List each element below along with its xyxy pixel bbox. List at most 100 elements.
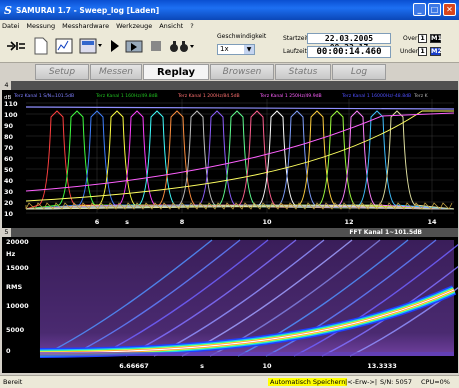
level-curve — [25, 110, 455, 210]
binoculars-icon — [170, 41, 194, 52]
menu-messhardware[interactable]: Messhardware — [62, 21, 110, 30]
replay-settings-button[interactable] — [124, 34, 144, 58]
legend-entry: Terz Kanal 1 250Hz/49.9dB — [259, 93, 322, 99]
x-tick-label: 13.3333 — [367, 362, 397, 370]
legend-entry: Terz Kanal 1 S/N=101.5dB — [13, 93, 74, 99]
level-curve — [25, 106, 455, 110]
chart-view-button[interactable] — [54, 34, 74, 58]
y-tick-label: 80 — [4, 133, 14, 141]
close-button[interactable]: ✕ — [443, 3, 456, 16]
spectrogram: 20000 Hz 15000 RMS 10000 5000 0 6.66667 s 10 13.33… — [2, 237, 458, 373]
level-curve — [25, 110, 455, 210]
low-frequency-band — [40, 352, 454, 356]
x-tick-label: 14 — [427, 218, 437, 226]
level-curve — [25, 110, 455, 210]
level-curve — [25, 110, 455, 210]
y-axis-label: 10000 — [6, 302, 29, 310]
x-tick-label: 12 — [344, 218, 353, 226]
status-bar: Bereit Automatisch Speichern |<-Erw->| S… — [0, 375, 459, 388]
over-count: 1 — [418, 34, 427, 43]
level-chart: Terz Kanal 1 S/N=101.5dB Terz Kanal 1 160… — [2, 90, 458, 228]
legend-entry: Terz Kanal 1 200Hz/84.5dB — [177, 93, 240, 99]
layout-icon — [79, 38, 102, 54]
plug-icon — [7, 41, 25, 51]
x-tick-label: 8 — [180, 218, 185, 226]
marker-m2-button[interactable]: M2 — [430, 47, 442, 56]
over-label: Over — [403, 35, 418, 42]
x-tick-label: s — [200, 362, 204, 370]
window-title: SAMURAI 1.7 - Sweep_log [Laden] — [15, 5, 160, 15]
tab-messen[interactable]: Messen — [90, 64, 142, 80]
y-axis-label: Hz — [6, 250, 15, 258]
start-time-label: Startzeit — [283, 35, 309, 42]
harmonic-line — [97, 239, 269, 357]
cpu-indicator: CPU=0% — [421, 378, 450, 386]
tab-log[interactable]: Log — [332, 64, 386, 80]
x-tick-label: 10 — [262, 218, 272, 226]
tab-status[interactable]: Status — [275, 64, 331, 80]
panel1-number: 4 — [2, 81, 11, 90]
harmonic-line — [41, 239, 213, 357]
level-curve — [25, 110, 455, 210]
tab-browsen[interactable]: Browsen — [210, 64, 274, 80]
y-tick-label: 60 — [4, 155, 14, 163]
fundamental-sweep — [39, 289, 455, 354]
marker-m1-button[interactable]: M1 — [430, 34, 442, 43]
y-tick-label: 50 — [4, 166, 14, 174]
level-curve — [25, 110, 455, 210]
y-tick-label: 10 — [4, 210, 14, 218]
tab-bar: Setup Messen Replay Browsen Status Log — [0, 63, 459, 81]
y-tick-label: 90 — [4, 122, 14, 130]
search-button[interactable] — [168, 34, 196, 58]
fft-panel[interactable]: 5 FFT Kanal 1~101.5dB 20000 Hz 15000 RMS 100… — [2, 228, 458, 373]
replay-icon — [125, 40, 143, 53]
level-curve — [25, 110, 455, 210]
level-curve — [25, 110, 455, 210]
minimize-button[interactable]: _ — [413, 3, 426, 16]
menu-werkzeuge[interactable]: Werkzeuge — [116, 21, 153, 30]
speed-label: Geschwindigkeit — [217, 33, 267, 40]
panel2-title: FFT Kanal 1~101.5dB — [349, 229, 422, 236]
y-axis-label: 20000 — [6, 238, 29, 246]
x-tick-label: 10 — [262, 362, 272, 370]
speed-select[interactable]: 1x ▼ — [217, 44, 255, 55]
level-curve — [25, 110, 454, 202]
level-curve — [25, 112, 455, 192]
play-button[interactable] — [108, 34, 122, 58]
stop-button[interactable] — [148, 34, 164, 58]
run-time-value: 00:00:14.460 — [307, 46, 391, 58]
app-logo-icon: S — [4, 3, 12, 17]
menu-datei[interactable]: Datei — [2, 21, 20, 30]
layout-button[interactable] — [78, 34, 104, 58]
level-curve — [25, 110, 455, 210]
maximize-button[interactable]: □ — [428, 3, 441, 16]
x-tick-label: 6.66667 — [119, 362, 149, 370]
tab-replay[interactable]: Replay — [143, 64, 209, 80]
menu-ansicht[interactable]: Ansicht — [159, 21, 184, 30]
run-time-label: Laufzeit — [283, 48, 307, 55]
y-tick-label: 70 — [4, 144, 14, 152]
start-time-value: 22.03.2005 08:33:17 — [307, 33, 391, 52]
under-count: 1 — [418, 47, 427, 56]
menu-bar: Datei Messung Messhardware Werkzeuge Ans… — [0, 20, 459, 31]
menu-help[interactable]: ? — [190, 21, 194, 30]
legend-entry: Terz Kanal 1 16000Hz/-48.8dB — [341, 93, 411, 99]
autosave-indicator[interactable]: Automatisch Speichern — [268, 378, 348, 386]
y-tick-label: 40 — [4, 177, 14, 185]
legend-entry: Terz Kanal 1 160Hz/49.8dB — [95, 93, 158, 99]
play-icon — [111, 40, 119, 52]
y-axis-label: 15000 — [6, 264, 29, 272]
noise-floor — [25, 202, 453, 210]
y-axis-label: 5000 — [6, 326, 25, 334]
panel1-header: 4 — [2, 81, 458, 90]
menu-messung[interactable]: Messung — [26, 21, 56, 30]
third-octave-panel[interactable]: 4 Terz Kanal 1 S/N=101.5dB Terz Kanal 1 1… — [2, 81, 458, 228]
harmonic-line — [293, 243, 458, 357]
panel2-number: 5 — [2, 228, 11, 237]
tab-setup[interactable]: Setup — [35, 64, 89, 80]
harmonic-line — [69, 239, 241, 357]
under-label: Under — [400, 48, 419, 55]
new-document-button[interactable] — [32, 34, 50, 58]
connect-tool-button[interactable] — [4, 34, 28, 58]
